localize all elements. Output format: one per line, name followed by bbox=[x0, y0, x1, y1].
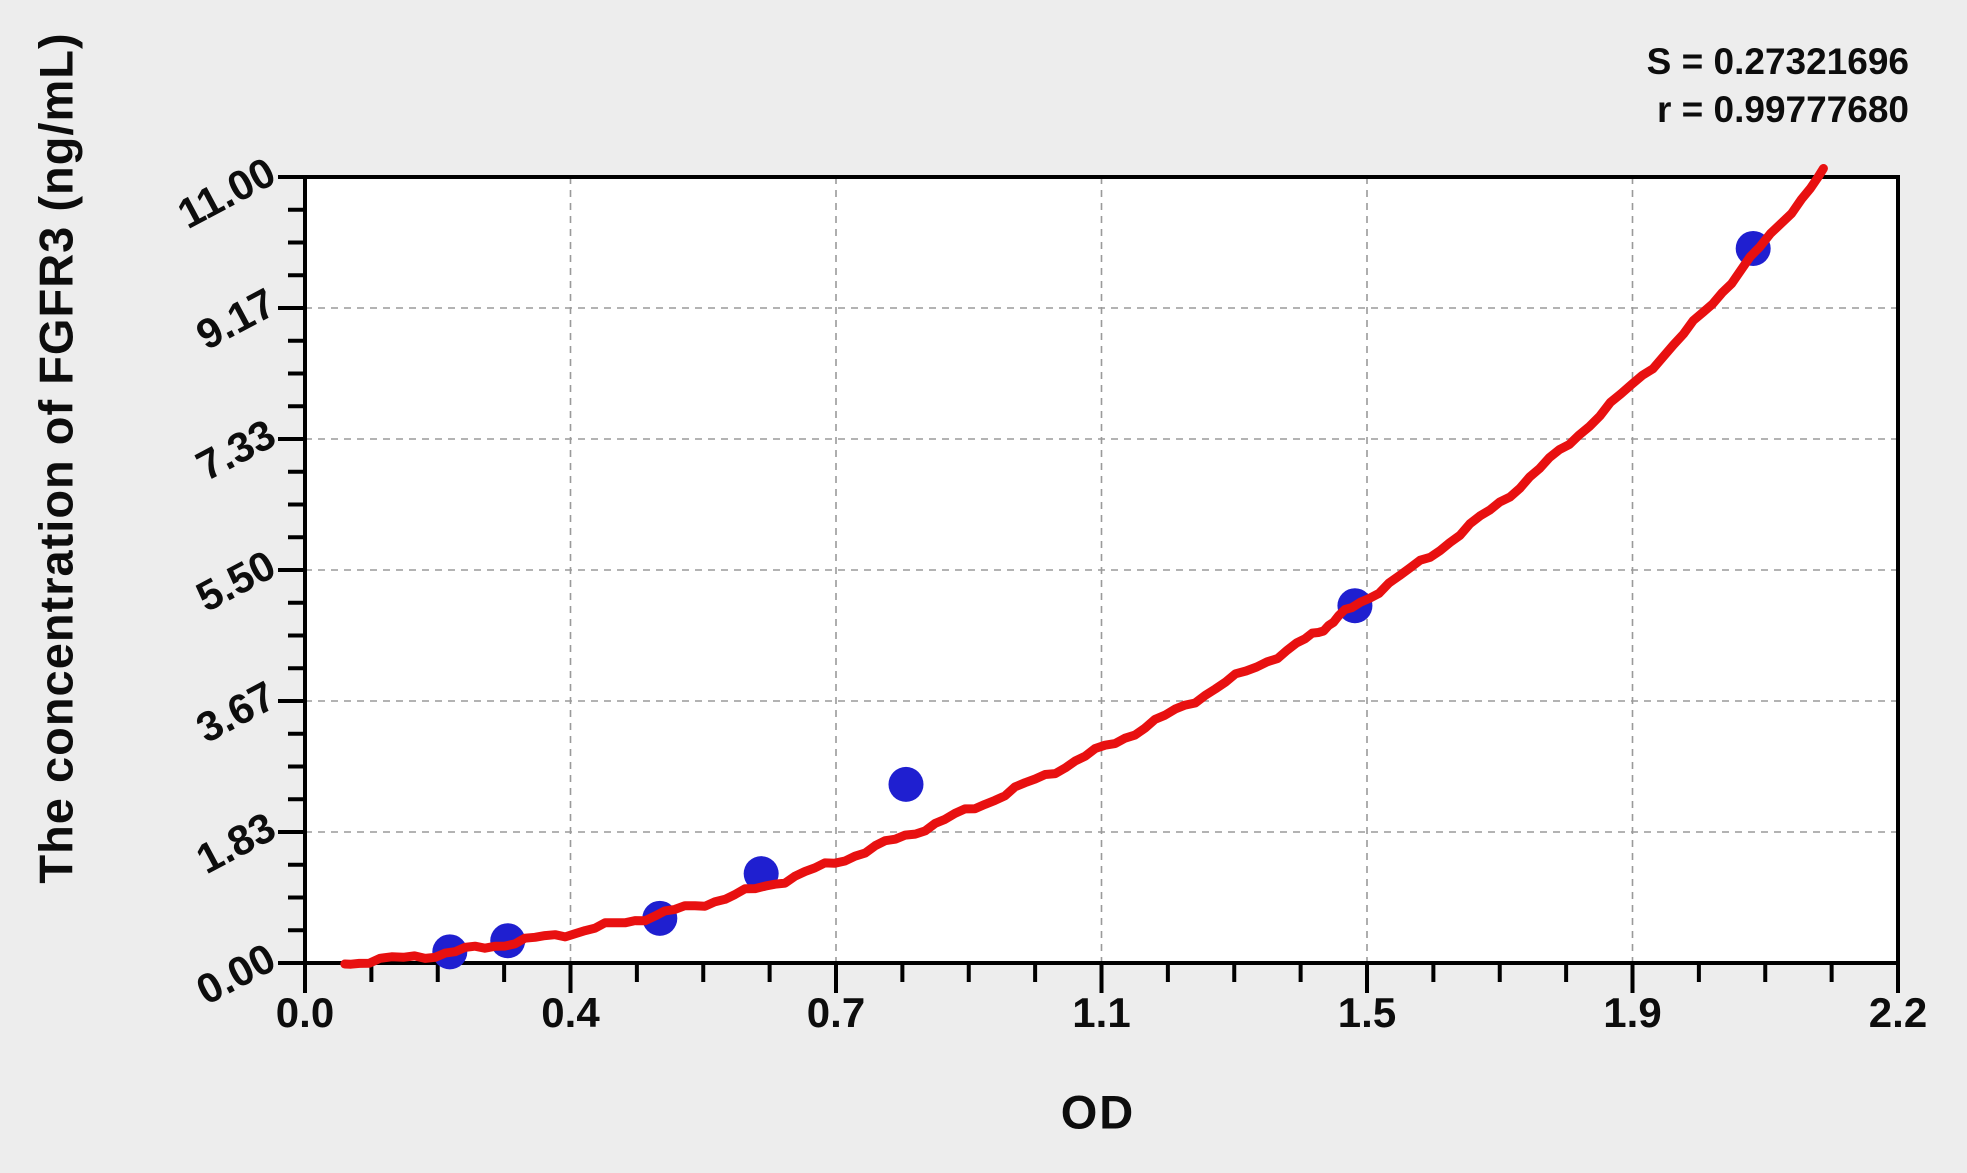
axis-frame bbox=[303, 175, 1900, 965]
stat-s-value: S = 0.27321696 bbox=[1646, 41, 1909, 82]
x-tick-label: 0.4 bbox=[541, 989, 600, 1036]
x-tick-label: 1.1 bbox=[1072, 989, 1131, 1036]
x-tick-label: 2.2 bbox=[1868, 989, 1928, 1036]
x-tick-label: 1.5 bbox=[1337, 989, 1397, 1036]
data-point bbox=[888, 766, 924, 802]
fit-statistics: S = 0.27321696 r = 0.99777680 bbox=[1647, 38, 1909, 134]
fit-curve bbox=[340, 164, 1828, 969]
x-axis-title: OD bbox=[1060, 1085, 1136, 1139]
y-axis-title: The concentration of FGFR3 (ng/mL) bbox=[29, 32, 83, 884]
x-tick-label: 1.9 bbox=[1603, 989, 1662, 1036]
x-tick-label: 0.7 bbox=[806, 989, 866, 1036]
stat-r-value: r = 0.99777680 bbox=[1656, 89, 1909, 130]
x-tick-label: 0.0 bbox=[275, 989, 335, 1036]
